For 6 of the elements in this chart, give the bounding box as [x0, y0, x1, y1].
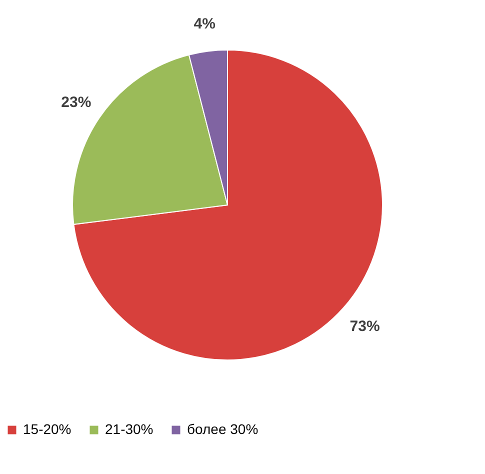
legend-label: 21-30%: [105, 421, 154, 437]
data-label: 23%: [61, 94, 92, 112]
data-label: 73%: [350, 318, 380, 336]
data-label: 4%: [194, 15, 216, 32]
legend-label: 15-20%: [23, 421, 72, 437]
legend-label: более 30%: [187, 421, 258, 437]
